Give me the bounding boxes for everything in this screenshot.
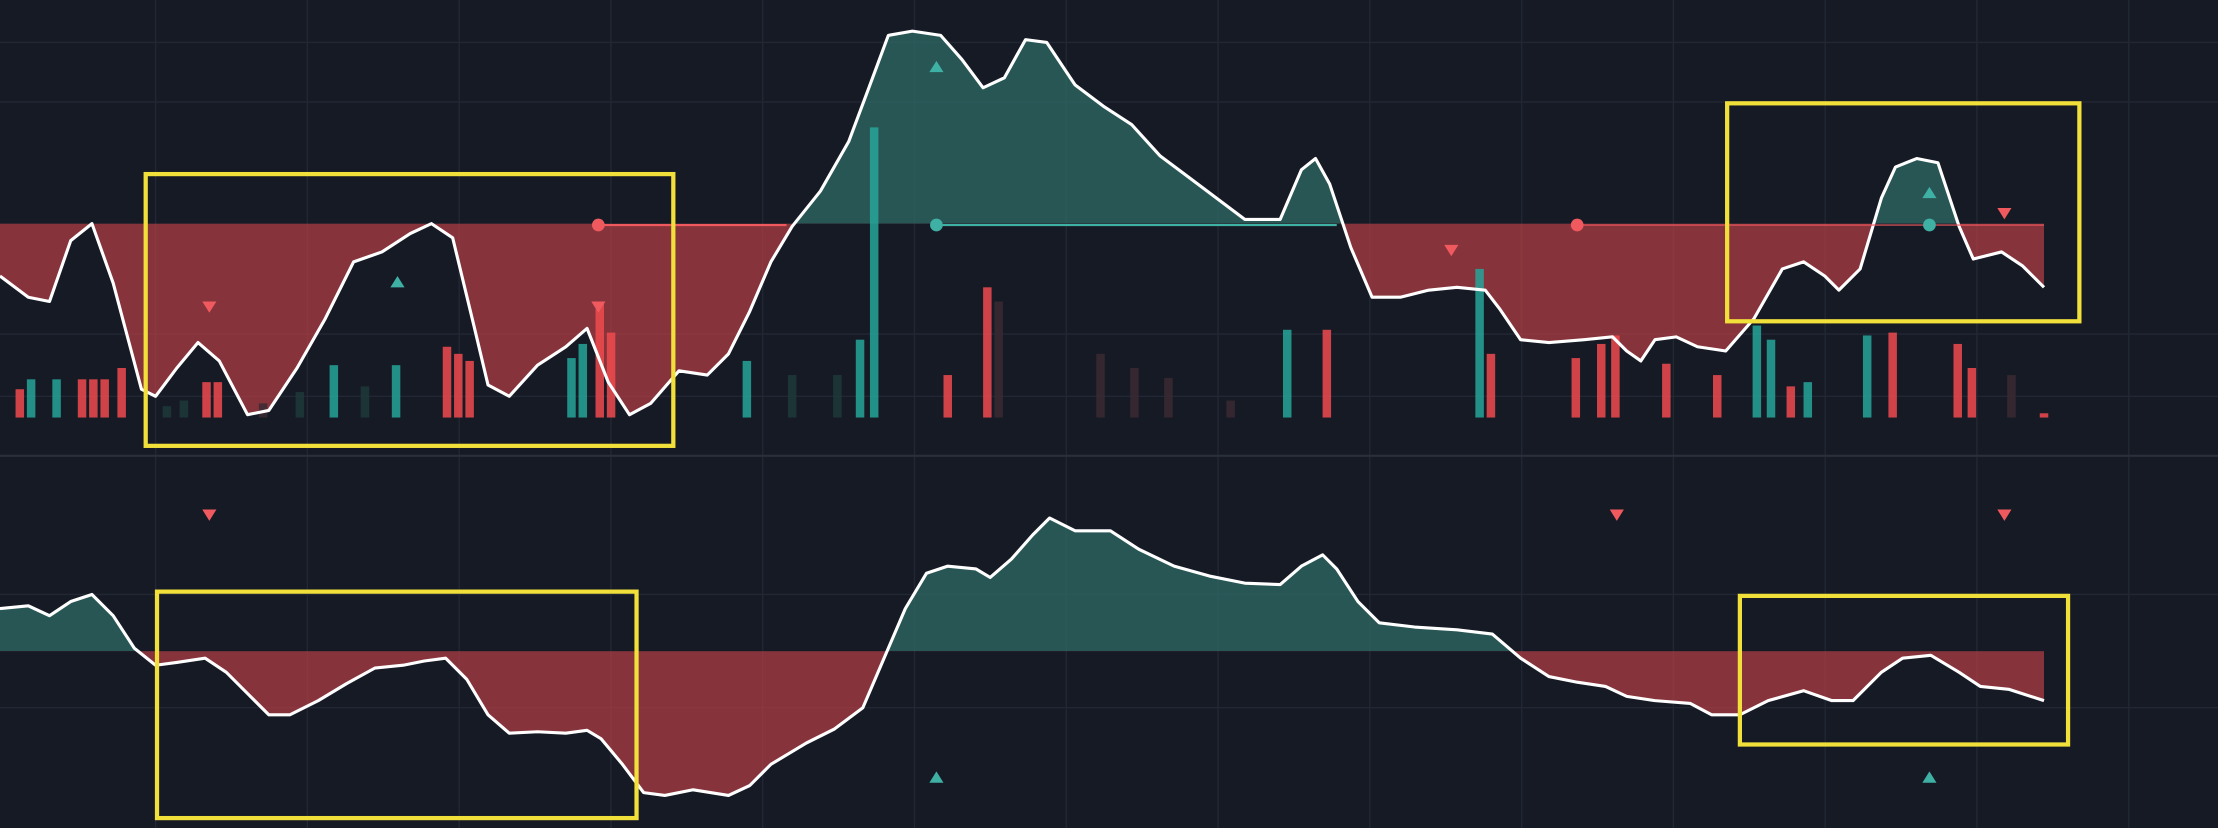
volume-bar (1226, 400, 1235, 418)
volume-bar (1571, 358, 1581, 418)
highlight-box (154, 589, 639, 821)
volume-bar (391, 365, 401, 418)
volume-bar (1662, 363, 1671, 418)
sell-signal (1997, 208, 2012, 220)
area-down (0, 651, 2045, 796)
line (0, 29, 2046, 417)
level-dot (1570, 218, 1584, 232)
volume-bar (1967, 368, 1977, 418)
buy-signal (929, 60, 944, 73)
volume-bar (578, 343, 588, 418)
volume-bar (567, 358, 576, 418)
highlight-box (143, 171, 676, 448)
areas (0, 31, 2045, 796)
volume-bar (100, 379, 109, 418)
highlight-boxes (143, 101, 2082, 821)
volume-bar (943, 375, 952, 418)
lines (0, 29, 2046, 798)
volume-bar (360, 386, 370, 418)
volume-bar (1953, 343, 1962, 418)
volume-bar (442, 346, 452, 418)
sell-signal (202, 301, 217, 313)
volume-bar (1486, 353, 1496, 418)
volume-bar (1130, 368, 1139, 418)
volume-bar (606, 332, 616, 418)
volume-bar (295, 392, 305, 418)
buy-signal (1922, 771, 1937, 783)
volume-bar (742, 360, 752, 418)
volume-bar (1766, 339, 1776, 418)
volume-bar (1786, 386, 1796, 418)
volume-bar (1752, 325, 1762, 418)
highlight-box (1725, 101, 2082, 324)
volume-bar (1164, 377, 1173, 418)
volume-bar (465, 360, 474, 418)
line (0, 516, 2045, 798)
highlight-box (1737, 593, 2071, 747)
volume-bar (1282, 329, 1292, 418)
volume-bar (2039, 413, 2049, 418)
volume-bar (855, 339, 865, 418)
buy-signal (1922, 186, 1937, 199)
volume-bar (179, 400, 189, 418)
sell-signal (1444, 244, 1459, 257)
sell-signal (591, 301, 606, 313)
volume-bar (1803, 382, 1813, 418)
buy-signal (929, 771, 944, 783)
volume-bar (1888, 332, 1897, 418)
level-dot (591, 218, 605, 232)
sell-signal (202, 509, 217, 521)
volume-bar (454, 353, 463, 418)
sell-signal (1609, 509, 1624, 521)
volume-bar (1322, 329, 1332, 418)
buy-signal (390, 276, 405, 288)
volume-bar (1862, 335, 1872, 418)
area-down (0, 223, 2045, 415)
sell-signal (1997, 509, 2012, 521)
volume-bar (202, 382, 211, 418)
volume-bar (15, 389, 25, 418)
volume-bar (1597, 343, 1606, 418)
volume-bar (1713, 375, 1722, 418)
area-up (0, 31, 2045, 224)
volume-bar (1096, 353, 1105, 418)
volume-bar (2007, 375, 2016, 418)
volume-bar (26, 379, 36, 418)
volume-bar (117, 368, 126, 418)
volume-bar (329, 365, 339, 418)
volume-bar (833, 375, 842, 418)
volume-bar (869, 127, 879, 418)
signals (202, 60, 2012, 783)
area-up (0, 518, 2045, 652)
volume-bar (1475, 268, 1484, 418)
level-dot (930, 218, 943, 232)
volume-bar (213, 382, 223, 418)
volume-bar (77, 379, 87, 418)
volume-bar (89, 379, 98, 418)
volume-bar (983, 287, 992, 418)
volume-bar (52, 379, 61, 418)
level-dot (1923, 218, 1936, 232)
volume-bar (994, 301, 1003, 418)
volume-bar (787, 375, 797, 418)
volume-bar (1611, 335, 1620, 418)
volume-bar (162, 406, 172, 418)
